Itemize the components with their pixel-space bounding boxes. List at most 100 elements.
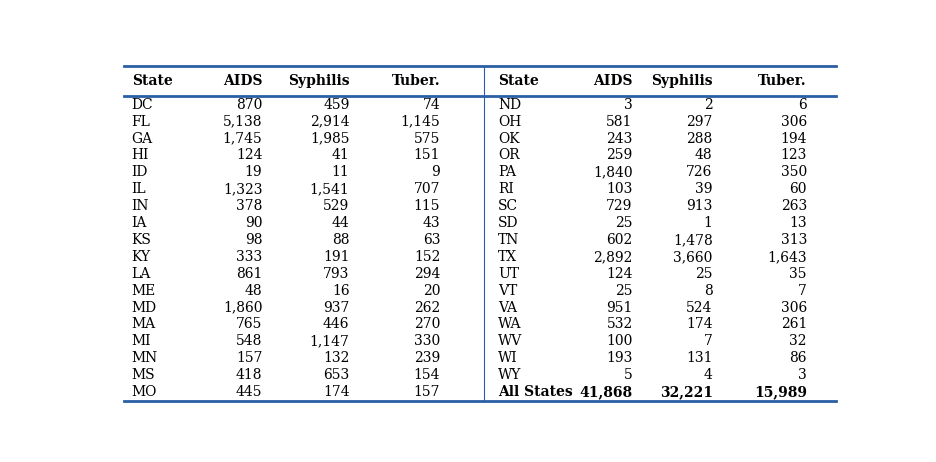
Text: 131: 131 (685, 351, 711, 365)
Text: 297: 297 (685, 115, 711, 129)
Text: 3,660: 3,660 (672, 250, 711, 264)
Text: 41,868: 41,868 (579, 385, 632, 399)
Text: ND: ND (498, 98, 521, 112)
Text: 575: 575 (414, 132, 440, 146)
Text: 350: 350 (780, 165, 806, 179)
Text: 532: 532 (606, 317, 632, 331)
Text: 4: 4 (703, 368, 711, 382)
Text: 86: 86 (789, 351, 806, 365)
Text: 88: 88 (331, 233, 349, 247)
Text: 174: 174 (323, 385, 349, 399)
Text: 1,541: 1,541 (310, 182, 349, 196)
Text: 16: 16 (331, 284, 349, 298)
Text: 32: 32 (789, 334, 806, 348)
Text: DC: DC (131, 98, 154, 112)
Text: 124: 124 (236, 148, 262, 163)
Text: 15,989: 15,989 (753, 385, 806, 399)
Text: UT: UT (498, 267, 519, 281)
Text: 194: 194 (780, 132, 806, 146)
Text: 154: 154 (414, 368, 440, 382)
Text: 43: 43 (422, 216, 440, 230)
Text: 174: 174 (685, 317, 711, 331)
Text: 5: 5 (623, 368, 632, 382)
Text: MS: MS (131, 368, 155, 382)
Text: 1,745: 1,745 (223, 132, 262, 146)
Text: 2,892: 2,892 (592, 250, 632, 264)
Text: 8: 8 (703, 284, 711, 298)
Text: State: State (498, 74, 538, 88)
Text: GA: GA (131, 132, 153, 146)
Text: WI: WI (498, 351, 518, 365)
Text: 1,860: 1,860 (223, 301, 262, 315)
Text: 378: 378 (236, 199, 262, 213)
Text: 261: 261 (780, 317, 806, 331)
Text: 1,147: 1,147 (309, 334, 349, 348)
Text: 263: 263 (780, 199, 806, 213)
Text: 3: 3 (623, 98, 632, 112)
Text: ID: ID (131, 165, 148, 179)
Text: 25: 25 (695, 267, 711, 281)
Text: FL: FL (131, 115, 151, 129)
Text: HI: HI (131, 148, 149, 163)
Text: 35: 35 (789, 267, 806, 281)
Text: 44: 44 (331, 216, 349, 230)
Text: 1: 1 (703, 216, 711, 230)
Text: 262: 262 (414, 301, 440, 315)
Text: MO: MO (131, 385, 157, 399)
Text: 548: 548 (236, 334, 262, 348)
Text: 459: 459 (323, 98, 349, 112)
Text: 259: 259 (606, 148, 632, 163)
Text: IL: IL (131, 182, 146, 196)
Text: 1,478: 1,478 (672, 233, 711, 247)
Text: 1,323: 1,323 (223, 182, 262, 196)
Text: Syphilis: Syphilis (651, 74, 711, 88)
Text: 765: 765 (236, 317, 262, 331)
Text: Tuber.: Tuber. (757, 74, 806, 88)
Text: 48: 48 (695, 148, 711, 163)
Text: IN: IN (131, 199, 149, 213)
Text: WV: WV (498, 334, 522, 348)
Text: 157: 157 (414, 385, 440, 399)
Text: 270: 270 (414, 317, 440, 331)
Text: 115: 115 (414, 199, 440, 213)
Text: 157: 157 (236, 351, 262, 365)
Text: PA: PA (498, 165, 516, 179)
Text: IA: IA (131, 216, 147, 230)
Text: 333: 333 (236, 250, 262, 264)
Text: KS: KS (131, 233, 152, 247)
Text: 2,914: 2,914 (310, 115, 349, 129)
Text: 48: 48 (244, 284, 262, 298)
Text: 63: 63 (422, 233, 440, 247)
Text: 937: 937 (323, 301, 349, 315)
Text: 5,138: 5,138 (223, 115, 262, 129)
Text: SD: SD (498, 216, 519, 230)
Text: 13: 13 (788, 216, 806, 230)
Text: AIDS: AIDS (592, 74, 632, 88)
Text: 74: 74 (422, 98, 440, 112)
Text: 39: 39 (695, 182, 711, 196)
Text: 103: 103 (606, 182, 632, 196)
Text: MD: MD (131, 301, 156, 315)
Text: 446: 446 (323, 317, 349, 331)
Text: 7: 7 (797, 284, 806, 298)
Text: 313: 313 (780, 233, 806, 247)
Text: 152: 152 (414, 250, 440, 264)
Text: AIDS: AIDS (223, 74, 262, 88)
Text: TN: TN (498, 233, 519, 247)
Text: 32,221: 32,221 (659, 385, 711, 399)
Text: 243: 243 (606, 132, 632, 146)
Text: 707: 707 (414, 182, 440, 196)
Text: 132: 132 (323, 351, 349, 365)
Text: 524: 524 (685, 301, 711, 315)
Text: 7: 7 (703, 334, 711, 348)
Text: 11: 11 (331, 165, 349, 179)
Text: 3: 3 (797, 368, 806, 382)
Text: 124: 124 (606, 267, 632, 281)
Text: WY: WY (498, 368, 521, 382)
Text: TX: TX (498, 250, 517, 264)
Text: 6: 6 (797, 98, 806, 112)
Text: 2: 2 (703, 98, 711, 112)
Text: 25: 25 (615, 216, 632, 230)
Text: 239: 239 (414, 351, 440, 365)
Text: Tuber.: Tuber. (391, 74, 440, 88)
